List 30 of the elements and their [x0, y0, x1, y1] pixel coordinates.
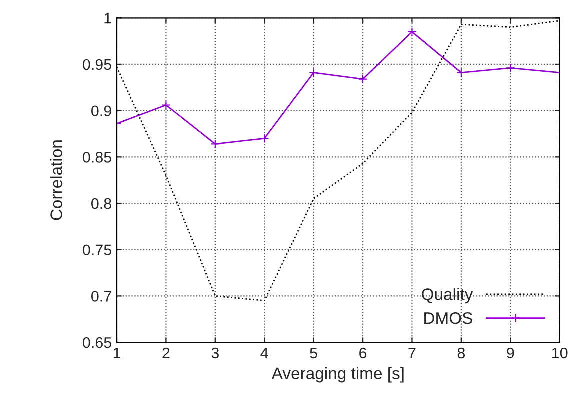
y-tick-label: 0.8	[92, 198, 112, 210]
x-axis-title: Averaging time [s]	[272, 367, 404, 383]
x-tick-label: 5	[310, 348, 318, 359]
x-tick-label: 7	[408, 348, 416, 358]
x-tick-label: 8	[458, 348, 466, 359]
point	[309, 68, 319, 78]
x-tick-label: 1	[114, 348, 121, 358]
legend-label: DMOS	[424, 312, 472, 324]
x-tick-label: 2	[162, 348, 170, 358]
point	[260, 134, 270, 144]
y-axis-title: Correlation	[50, 140, 62, 220]
y-tick-label: 0.75	[83, 244, 112, 256]
x-tick-label: 9	[507, 348, 514, 359]
point	[506, 63, 516, 73]
y-tick-label: 0.85	[83, 152, 112, 163]
y-tick-label: 0.7	[92, 291, 112, 302]
point	[358, 74, 368, 84]
x-tick-label: 6	[360, 348, 367, 359]
x-tick-label: 3	[212, 348, 219, 359]
x-tick-label: 4	[260, 348, 268, 358]
y-tick-label: 0.65	[83, 337, 112, 348]
point	[456, 68, 466, 78]
y-tick-label: 0.9	[92, 106, 112, 117]
y-tick-label: 0.95	[83, 59, 112, 70]
y-tick-label: 1	[104, 13, 112, 24]
legend-label: Quality	[422, 288, 474, 304]
point	[210, 140, 220, 149]
point	[408, 27, 417, 37]
x-tick-label: 10	[552, 348, 568, 359]
point	[162, 100, 171, 110]
